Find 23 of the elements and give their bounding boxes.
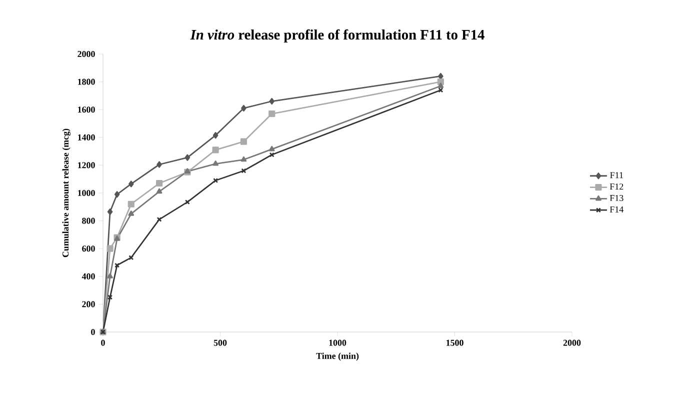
x-axis-title: Time (min) — [316, 352, 359, 361]
x-tick-label: 0 — [101, 340, 105, 346]
legend-label: F12 — [610, 184, 624, 190]
y-tick-label: 1800 — [78, 78, 95, 85]
y-tick-label: 1200 — [78, 162, 95, 168]
legend-label: F11 — [610, 172, 623, 178]
x-tick-label: 500 — [214, 340, 227, 346]
legend-label: F14 — [610, 206, 624, 212]
y-tick-label: 1000 — [78, 190, 95, 196]
x-tick-label: 2000 — [563, 340, 581, 346]
y-tick-label: 400 — [82, 273, 95, 280]
chart-title: In vitro release profile of formulation F11 to F14 — [190, 29, 484, 42]
y-tick-label: 600 — [82, 246, 95, 252]
y-tick-label: 200 — [82, 301, 95, 308]
y-tick-label: 800 — [82, 218, 95, 224]
x-tick-label: 1500 — [446, 340, 464, 346]
y-tick-label: 2000 — [78, 50, 95, 58]
y-tick-label: 1400 — [78, 134, 95, 140]
x-tick-label: 1000 — [329, 340, 346, 346]
y-tick-label: 0 — [91, 328, 95, 336]
y-axis-title: Cumulative amount release (mcg) — [62, 128, 70, 258]
y-tick-label: 1600 — [78, 106, 95, 113]
legend-label: F13 — [610, 194, 624, 202]
